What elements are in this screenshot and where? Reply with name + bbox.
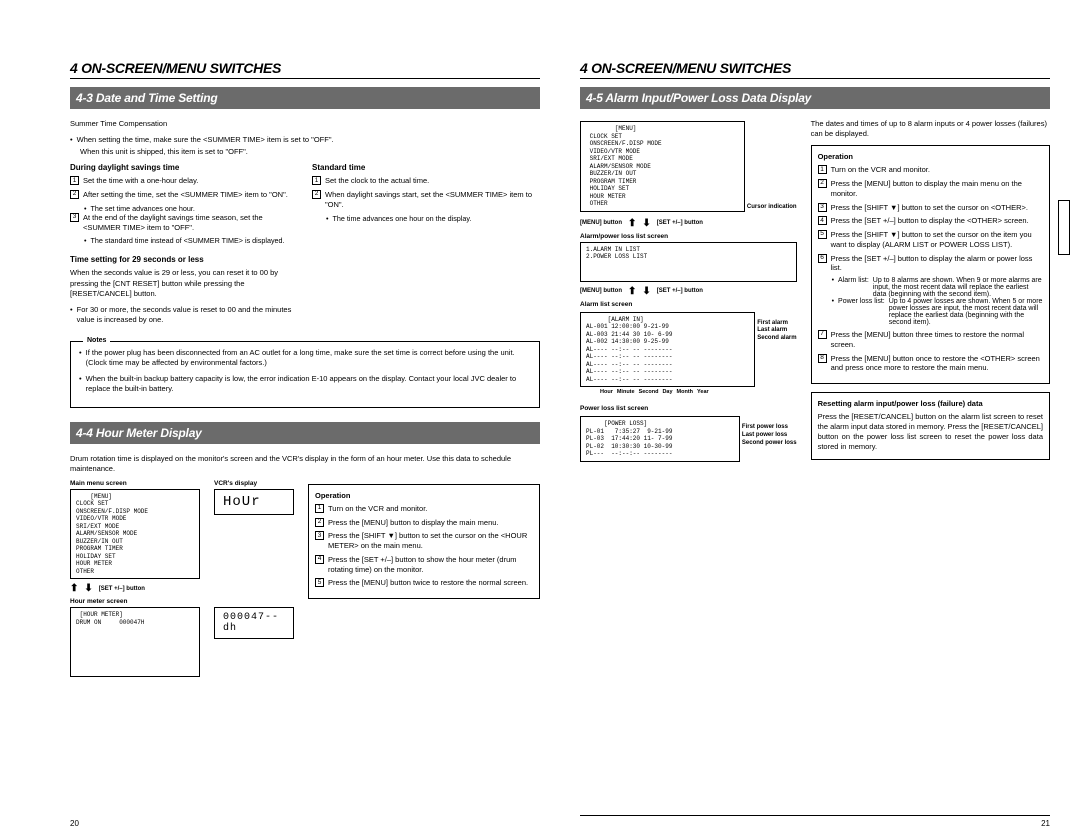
- dst-step-2: 2After setting the time, set the <SUMMER…: [70, 190, 298, 200]
- hour-lbl: Hour: [600, 389, 613, 395]
- apl-label: Alarm/power loss list screen: [580, 233, 797, 240]
- op-r-5: 5Press the [SHIFT ▼] button to set the c…: [818, 230, 1043, 250]
- operation-box-right: Operation 1Turn on the VCR and monitor. …: [811, 145, 1050, 384]
- page-21: 4 ON-SCREEN/MENU SWITCHES 4-5 Alarm Inpu…: [580, 60, 1050, 804]
- min-lbl: Minute: [617, 389, 635, 395]
- ts-body-2: For 30 or more, the seconds value is res…: [70, 305, 298, 325]
- notes-label: Notes: [83, 337, 110, 344]
- reset-box: Resetting alarm input/power loss (failur…: [811, 392, 1050, 460]
- first-pl: First power loss: [742, 424, 797, 432]
- pl-label: Power loss list screen: [580, 405, 797, 412]
- right-intro: The dates and times of up to 8 alarm inp…: [811, 119, 1050, 139]
- std-step-2: 2When daylight savings start, set the <S…: [312, 190, 540, 210]
- set-btn-label-2: [SET +/–] button: [657, 288, 703, 294]
- op-left-5: 5Press the [MENU] button twice to restor…: [315, 578, 533, 588]
- note-1: If the power plug has been disconnected …: [79, 348, 531, 368]
- year-lbl: Year: [697, 389, 709, 395]
- operation-label: Operation: [315, 491, 533, 500]
- last-alarm: Last alarm: [757, 327, 796, 335]
- set-btn-label: [SET +/–] button: [99, 586, 145, 592]
- arrows-1: [MENU] button [SET +/–] button: [580, 218, 797, 229]
- dst-heading: During daylight savings time: [70, 163, 298, 172]
- menu-btn-label-1: [MENU] button: [580, 220, 622, 226]
- dst-step-3: 3At the end of the daylight savings time…: [70, 213, 298, 233]
- op-left-1: 1Turn on the VCR and monitor.: [315, 504, 533, 514]
- second-alarm: Second alarm: [757, 335, 796, 343]
- day-lbl: Day: [662, 389, 672, 395]
- main-menu-screen: [MENU] CLOCK SET ONSCREEN/F.DISP MODE VI…: [70, 489, 200, 580]
- dst-step-2b: The set time advances one hour.: [84, 204, 298, 213]
- op-r-6b: •Power loss list:Up to 4 power losses ar…: [832, 298, 1043, 326]
- section-4-4: 4-4 Hour Meter Display: [70, 422, 540, 444]
- op-left-4: 4Press the [SET +/–] button to show the …: [315, 555, 533, 575]
- summer-title: Summer Time Compensation: [70, 119, 540, 129]
- page-number-21: 21: [1041, 819, 1050, 828]
- vcr-label: VCR's display: [214, 480, 294, 487]
- alarm-list-label: Alarm list screen: [580, 301, 797, 308]
- ts-body-1: When the seconds value is 29 or less, yo…: [70, 268, 298, 298]
- reset-heading: Resetting alarm input/power loss (failur…: [818, 399, 1043, 408]
- mon-lbl: Month: [677, 389, 694, 395]
- right-menu-screen: [MENU] CLOCK SET ONSCREEN/F.DISP MODE VI…: [580, 121, 745, 212]
- section-4-5: 4-5 Alarm Input/Power Loss Data Display: [580, 87, 1050, 109]
- ts-heading: Time setting for 29 seconds or less: [70, 255, 298, 264]
- op-r-3: 3Press the [SHIFT ▼] button to set the c…: [818, 203, 1043, 213]
- main-menu-label: Main menu screen: [70, 480, 200, 487]
- alarm-screen: [ALARM IN] AL-001 12:00:00 9-21-99 AL-00…: [580, 312, 755, 388]
- op-left-2: 2Press the [MENU] button to display the …: [315, 518, 533, 528]
- lcd-drum: 000047--dh: [214, 607, 294, 639]
- std-step-2b: The time advances one hour on the displa…: [326, 214, 540, 223]
- op-label-right: Operation: [818, 152, 1043, 161]
- op-r-2: 2Press the [MENU] button to display the …: [818, 179, 1043, 199]
- last-pl: Last power loss: [742, 432, 797, 440]
- section-header-right: 4 ON-SCREEN/MENU SWITCHES: [580, 60, 1050, 79]
- op-r-8: 8Press the [MENU] button once to restore…: [818, 354, 1043, 374]
- dst-step-3b: The standard time instead of <SUMMER TIM…: [84, 236, 298, 245]
- section-4-3: 4-3 Date and Time Setting: [70, 87, 540, 109]
- note-2: When the built-in backup battery capacit…: [79, 374, 531, 394]
- hm-intro: Drum rotation time is displayed on the m…: [70, 454, 540, 474]
- hour-meter-screen: [HOUR METER] DRUM ON 000047H: [70, 607, 200, 677]
- op-left-3: 3Press the [SHIFT ▼] button to set the c…: [315, 531, 533, 551]
- set-btn-label-1: [SET +/–] button: [657, 220, 703, 226]
- sec-lbl: Second: [639, 389, 659, 395]
- op-r-7: 7Press the [MENU] button three times to …: [818, 330, 1043, 350]
- std-heading: Standard time: [312, 163, 540, 172]
- side-tab: [1058, 200, 1070, 255]
- page-20: 4 ON-SCREEN/MENU SWITCHES 4-3 Date and T…: [70, 60, 540, 804]
- reset-body: Press the [RESET/CANCEL] button on the a…: [818, 412, 1043, 453]
- pl-screen: [POWER LOSS] PL-01 7:35:27 9-21-99 PL-03…: [580, 416, 740, 462]
- operation-box-left: Operation 1Turn on the VCR and monitor. …: [308, 484, 540, 599]
- hour-meter-label: Hour meter screen: [70, 598, 200, 605]
- op-r-4: 4Press the [SET +/–] button to display t…: [818, 216, 1043, 226]
- footer-rule: [580, 815, 1050, 816]
- op-r-6: 6Press the [SET +/–] button to display t…: [818, 254, 1043, 274]
- section-header-left: 4 ON-SCREEN/MENU SWITCHES: [70, 60, 540, 79]
- set-btn-arrows: [SET +/–] button: [70, 583, 200, 594]
- summer-bullet-1: When setting the time, make sure the <SU…: [70, 135, 540, 145]
- second-pl: Second power loss: [742, 440, 797, 448]
- op-r-1: 1Turn on the VCR and monitor.: [818, 165, 1043, 175]
- cursor-indication: Cursor indication: [747, 204, 797, 210]
- notes-box: Notes If the power plug has been disconn…: [70, 341, 540, 408]
- arrows-2: [MENU] button [SET +/–] button: [580, 286, 797, 297]
- summer-bullet-2: When this unit is shipped, this item is …: [80, 147, 540, 157]
- op-r-6a: •Alarm list:Up to 8 alarms are shown. Wh…: [832, 277, 1043, 298]
- menu-btn-label-2: [MENU] button: [580, 288, 622, 294]
- apl-screen: 1.ALARM IN LIST 2.POWER LOSS LIST: [580, 242, 797, 282]
- first-alarm: First alarm: [757, 320, 796, 328]
- dst-step-1: 1Set the time with a one-hour delay.: [70, 176, 298, 186]
- std-step-1: 1Set the clock to the actual time.: [312, 176, 540, 186]
- page-number-20: 20: [70, 819, 79, 828]
- lcd-hour: HoUr: [214, 489, 294, 515]
